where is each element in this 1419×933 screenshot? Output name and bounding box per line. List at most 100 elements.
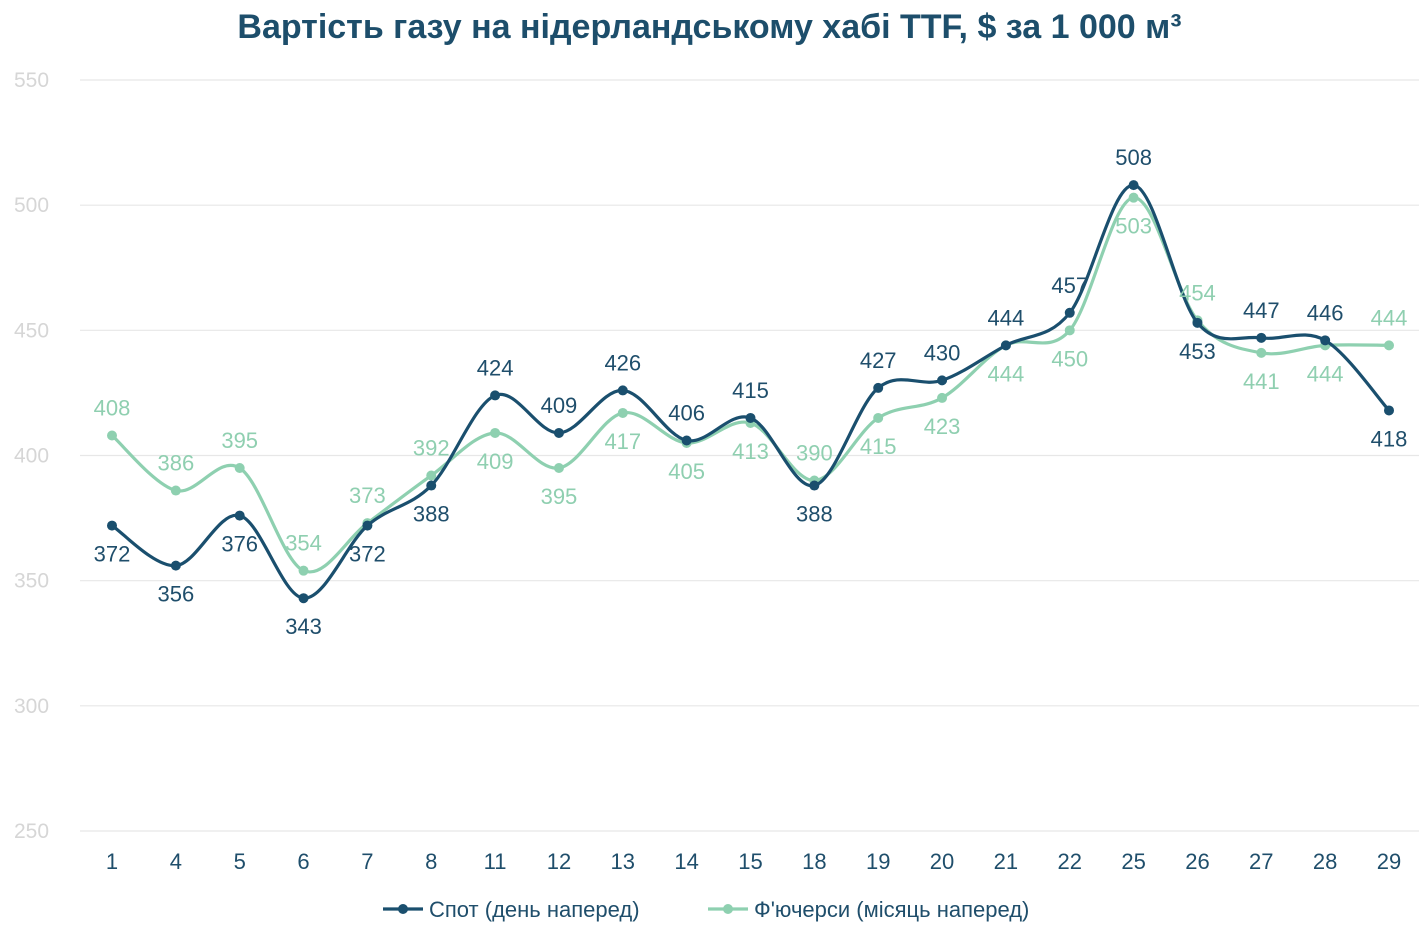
futures-data-label: 417 (604, 429, 641, 454)
gridlines (80, 79, 1419, 832)
x-tick-label: 28 (1313, 849, 1337, 874)
futures-data-label: 444 (1371, 305, 1408, 330)
y-tick-label: 500 (14, 194, 49, 217)
x-tick-label: 11 (484, 849, 507, 874)
x-tick-label: 25 (1121, 849, 1145, 874)
futures-data-label: 386 (157, 451, 194, 476)
series-spot-point (1256, 332, 1267, 343)
futures-data-label: 409 (477, 449, 514, 474)
series-spot-point (745, 412, 756, 423)
x-tick-label: 19 (866, 849, 890, 874)
series-futures-point (1384, 340, 1394, 351)
series-spot-point (617, 385, 628, 396)
spot-data-label: 409 (541, 393, 578, 418)
spot-data-label: 406 (668, 400, 705, 425)
futures-data-label: 395 (541, 484, 578, 509)
spot-data-label: 372 (349, 542, 386, 567)
futures-data-label: 392 (413, 436, 450, 461)
spot-data-label: 372 (94, 542, 131, 567)
x-tick-label: 12 (547, 849, 571, 874)
futures-data-label: 373 (349, 483, 386, 508)
x-tick-label: 13 (611, 849, 635, 874)
series-futures-point (490, 427, 501, 438)
spot-data-label: 453 (1179, 339, 1216, 364)
x-tick-label: 27 (1249, 849, 1273, 874)
futures-data-label: 405 (668, 459, 705, 484)
series-futures-point (617, 407, 628, 418)
series-lines (107, 180, 1394, 604)
futures-data-label: 444 (1307, 361, 1344, 386)
x-tick-label: 20 (930, 849, 954, 874)
spot-data-label: 427 (860, 348, 897, 373)
x-tick-label: 1 (106, 849, 118, 874)
legend-futures-label: Ф'ючерси (місяць наперед) (754, 897, 1029, 922)
futures-data-label: 408 (94, 395, 131, 420)
series-spot-point (1320, 335, 1331, 346)
series-spot-point (937, 375, 948, 386)
x-tick-label: 21 (994, 849, 1018, 874)
futures-data-label: 413 (732, 439, 769, 464)
legend-spot-marker (398, 904, 408, 914)
series-futures-point (1256, 347, 1267, 358)
spot-data-label: 508 (1115, 145, 1152, 170)
x-tick-label: 8 (425, 849, 437, 874)
futures-data-label: 415 (860, 434, 897, 459)
futures-data-label: 395 (221, 428, 258, 453)
series-spot-point (298, 593, 309, 604)
x-tick-label: 26 (1185, 849, 1209, 874)
series-spot-point (426, 480, 437, 491)
series-spot-point (1384, 405, 1394, 416)
data-labels: 372 408 356 386 376 395 343 354 372 373 388 392 424 4… (94, 145, 1408, 639)
x-tick-label: 15 (738, 849, 762, 874)
series-futures-point (1064, 325, 1075, 336)
futures-data-label: 444 (988, 361, 1025, 386)
series-futures-point (873, 412, 884, 423)
series-spot-point (1064, 307, 1075, 318)
futures-data-label: 454 (1179, 280, 1216, 305)
x-tick-label: 18 (802, 849, 826, 874)
series-spot-point (234, 510, 245, 521)
spot-data-label: 418 (1371, 426, 1408, 451)
x-tick-label: 14 (674, 849, 698, 874)
futures-data-label: 441 (1243, 369, 1280, 394)
spot-data-label: 388 (413, 502, 450, 527)
x-tick-label: 6 (297, 849, 309, 874)
series-spot-point (362, 520, 373, 531)
series-futures-point (107, 430, 117, 441)
spot-data-label: 426 (604, 350, 641, 375)
futures-data-label: 354 (285, 531, 322, 556)
x-axis-ticks: 1 4 5 6 7 8 11 12 13 14 15 18 19 20 21 22 25 26 27 28 29 (106, 849, 1401, 874)
futures-data-label: 450 (1051, 346, 1088, 371)
legend-spot-label: Спот (день наперед) (429, 897, 640, 922)
futures-data-label: 423 (924, 414, 961, 439)
series-futures-point (426, 470, 437, 481)
y-tick-label: 450 (14, 319, 49, 342)
spot-data-label: 444 (988, 305, 1025, 330)
x-tick-label: 7 (361, 849, 373, 874)
series-spot-point (170, 560, 181, 571)
chart-title: Вартість газу на нідерландському хабі TT… (237, 8, 1182, 46)
spot-data-label: 446 (1307, 300, 1344, 325)
spot-data-label: 376 (221, 532, 258, 557)
series-spot-point (1192, 317, 1203, 328)
y-tick-label: 350 (14, 570, 49, 593)
series-spot-point (1128, 180, 1139, 191)
series-futures-point (1128, 192, 1139, 203)
series-futures-point (170, 485, 181, 496)
spot-data-label: 415 (732, 378, 769, 403)
series-spot-point (681, 435, 692, 446)
series-spot-point (107, 520, 117, 531)
series-futures-point (937, 392, 948, 403)
futures-data-label: 503 (1115, 214, 1152, 239)
series-spot-point (553, 427, 564, 438)
spot-data-label: 343 (285, 614, 322, 639)
y-tick-label: 300 (14, 695, 49, 718)
legend: Спот (день наперед) Ф'ючерси (місяць напе… (383, 897, 1029, 922)
x-tick-label: 4 (170, 849, 182, 874)
series-spot-point (873, 382, 884, 393)
x-tick-label: 29 (1377, 849, 1401, 874)
futures-data-label: 390 (796, 441, 833, 466)
series-futures-point (234, 463, 245, 474)
legend-futures-marker (723, 904, 733, 914)
